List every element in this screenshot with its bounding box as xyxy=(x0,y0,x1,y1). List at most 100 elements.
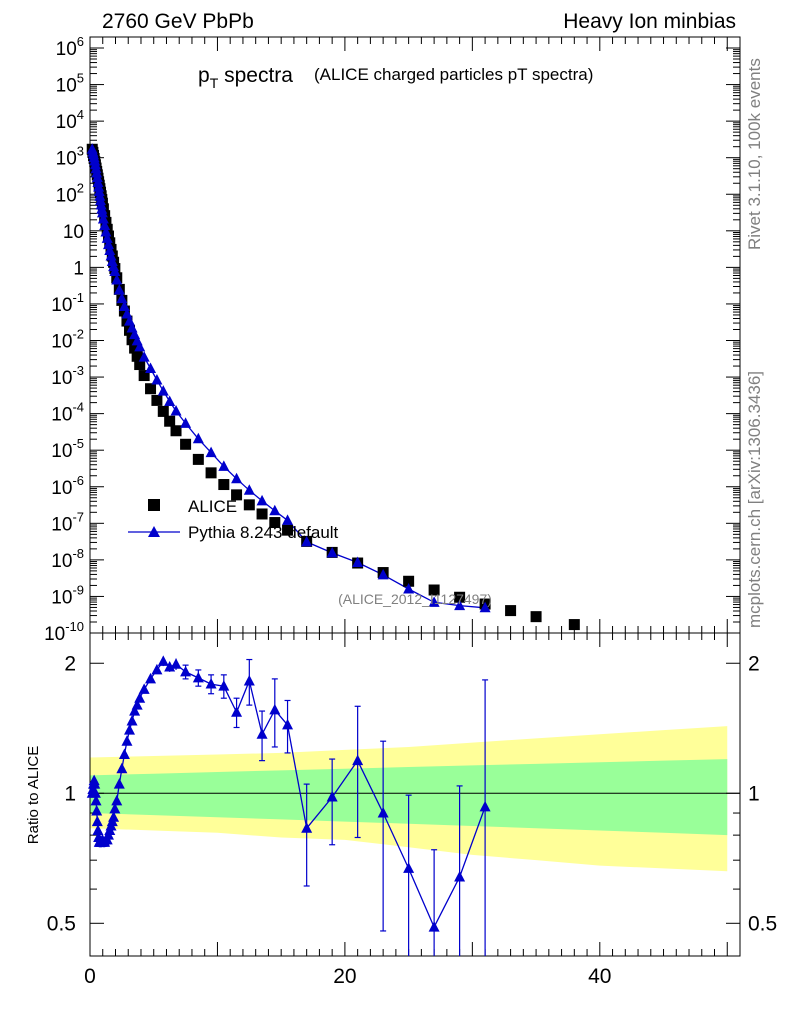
pythia-data-point xyxy=(91,167,103,178)
ratio-y-tick-label: 1 xyxy=(64,782,76,805)
main-y-tick-label: 10-1 xyxy=(51,290,84,316)
main-y-tick-label-base: 10 xyxy=(56,39,77,60)
ratio-data-point xyxy=(192,671,204,683)
pythia-data-point xyxy=(157,385,169,396)
pythia-data-point xyxy=(95,194,107,206)
plot-title-subscript: T xyxy=(210,75,219,91)
ratio-data-point xyxy=(256,728,268,739)
main-y-tick-label-base: 10 xyxy=(51,587,72,608)
ratio-data-point xyxy=(116,762,128,774)
pythia-data-point xyxy=(100,225,112,237)
main-y-tick-label-base: 10 xyxy=(51,514,72,535)
main-data-marks xyxy=(86,143,580,631)
main-y-tick-label: 104 xyxy=(56,107,84,133)
main-y-tick-label: 103 xyxy=(56,144,84,170)
ratio-data-point xyxy=(170,658,182,669)
ratio-data-point xyxy=(131,699,143,710)
plot-subtitle: (ALICE charged particles pT spectra) xyxy=(314,65,593,84)
pythia-data-point xyxy=(97,213,109,224)
ratio-data-point xyxy=(138,683,150,694)
main-y-tick-label-base: 10 xyxy=(51,295,72,316)
legend-pythia-marker xyxy=(148,526,160,537)
alice-data-point xyxy=(205,467,217,479)
alice-data-point xyxy=(192,453,204,465)
main-y-tick-label-base: 10 xyxy=(56,149,77,170)
main-axis-ticks: 10-1010-910-810-710-610-510-410-310-210-… xyxy=(44,34,740,645)
pythia-data-point xyxy=(93,185,105,197)
ratio-data-point xyxy=(377,807,389,818)
alice-data-point xyxy=(218,479,230,491)
main-y-tick-label-base: 10 xyxy=(56,112,77,133)
main-y-tick-label-base: 10 xyxy=(51,441,72,462)
pythia-data-point xyxy=(91,171,103,183)
alice-data-point xyxy=(118,305,130,317)
mcplots-label: mcplots.cern.ch [arXiv:1306.3436] xyxy=(745,371,764,628)
main-y-tick-label-exp: 3 xyxy=(77,144,84,159)
main-y-tick-label-exp: 6 xyxy=(77,34,84,49)
pythia-data-point xyxy=(282,514,294,525)
ratio-data-point xyxy=(145,672,157,684)
pythia-data-point xyxy=(377,568,389,580)
pythia-data-point xyxy=(90,162,102,174)
ratio-data-point xyxy=(129,705,141,716)
pythia-data-point xyxy=(113,284,125,295)
ratio-data-point xyxy=(121,735,133,746)
alice-data-point xyxy=(454,591,466,603)
main-y-tick-label-base: 10 xyxy=(51,478,72,499)
legend-pythia-label: Pythia 8.243 default xyxy=(188,523,339,542)
pythia-data-point xyxy=(134,340,146,352)
plot-title-p: p xyxy=(198,64,210,87)
main-y-tick-label-exp: -6 xyxy=(72,473,84,488)
pythia-data-point xyxy=(269,504,281,516)
main-y-tick-label-exp: -1 xyxy=(72,290,84,305)
main-y-tick-label-base: 10 xyxy=(56,185,77,206)
pythia-data-point xyxy=(116,292,128,304)
alice-data-point xyxy=(231,489,243,501)
alice-data-point xyxy=(568,619,580,631)
ratio-data-point xyxy=(301,822,313,833)
main-y-tick-label-exp: -4 xyxy=(72,400,84,415)
ratio-data-point xyxy=(111,794,123,806)
pythia-data-point xyxy=(180,417,192,428)
ratio-data-point xyxy=(218,680,230,691)
ratio-data-point xyxy=(282,718,294,730)
alice-data-point xyxy=(180,438,192,450)
main-panel: 10-1010-910-810-710-610-510-410-310-210-… xyxy=(44,34,741,645)
alice-data-point xyxy=(151,394,163,406)
main-y-tick-label-exp: 5 xyxy=(77,71,84,86)
main-y-tick-label: 10-9 xyxy=(51,582,84,608)
ratio-panel: 0 20 40 0.5 0.5 1 1 2 2 Ratio to ALICE xyxy=(25,632,777,988)
pythia-data-point xyxy=(205,446,217,458)
main-y-tick-label-exp: 4 xyxy=(77,107,84,122)
pythia-data-point xyxy=(101,232,113,243)
ratio-data-point xyxy=(164,661,176,672)
alice-data-point xyxy=(530,611,542,623)
ratio-x-tick-label: 20 xyxy=(333,965,356,988)
pythia-data-point xyxy=(95,198,107,210)
pythia-data-point xyxy=(105,249,117,261)
ratio-data-point xyxy=(118,748,130,759)
rivet-version-label: Rivet 3.1.10, 100k events xyxy=(745,58,764,250)
main-y-tick-label: 10-8 xyxy=(51,546,84,572)
ratio-data-point xyxy=(180,665,192,677)
main-y-tick-label: 102 xyxy=(56,180,84,206)
main-y-tick-label: 10-5 xyxy=(51,436,84,462)
alice-data-point xyxy=(134,359,146,371)
alice-data-point xyxy=(428,584,440,596)
pythia-data-point xyxy=(118,300,130,312)
ratio-data-point xyxy=(479,800,491,812)
main-y-tick-label: 10-10 xyxy=(44,619,84,645)
ratio-data-point xyxy=(89,787,101,798)
main-y-tick-label-exp: -5 xyxy=(72,436,84,451)
main-y-tick-label-exp: -8 xyxy=(72,546,84,561)
ratio-data-point xyxy=(91,804,103,816)
pythia-data-point xyxy=(164,395,176,406)
pythia-data-point xyxy=(479,601,491,613)
main-y-tick-label-exp: -9 xyxy=(72,582,84,597)
header-right: Heavy Ion minbias xyxy=(563,10,736,33)
alice-data-point xyxy=(131,350,143,362)
legend-alice-marker xyxy=(148,499,160,511)
alice-data-point xyxy=(138,370,150,382)
ratio-data-marks xyxy=(86,655,491,956)
